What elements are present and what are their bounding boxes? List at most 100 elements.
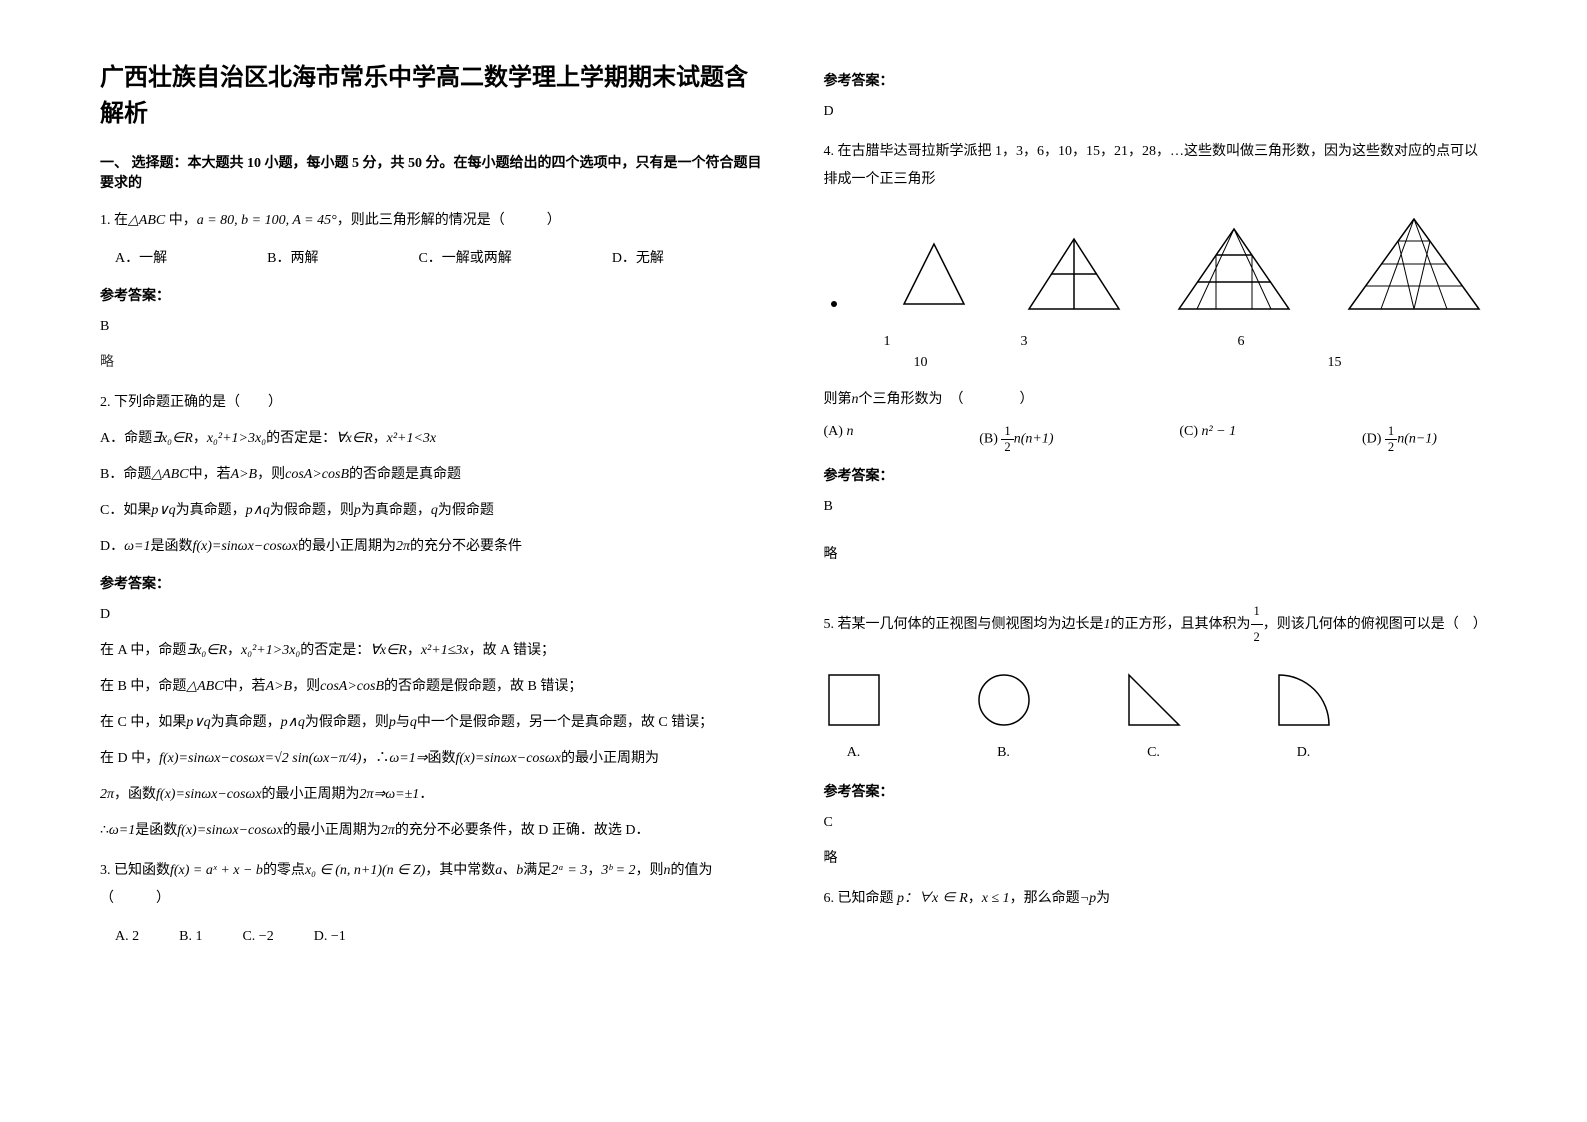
tri-n1: 1 — [884, 334, 891, 350]
q2-optB-pre: B．命题 — [100, 467, 151, 482]
q2-optD-suf: 的充分不必要条件 — [410, 539, 522, 554]
q2-optB-f2: cosA>cosB — [285, 467, 349, 482]
q2-optA-m1: ， — [193, 431, 207, 446]
q2-expD-l3-f2: f(x)=sinωx−cosωx — [177, 823, 283, 838]
q1-answer-label: 参考答案： — [100, 285, 764, 305]
q4-optA-val: n — [846, 424, 853, 439]
q2-optD-f2: f(x)=sinωx−cosωx — [192, 539, 298, 554]
q2-expD-l3-m1: 是函数 — [135, 823, 177, 838]
q2-optD-m1: 是函数 — [150, 539, 192, 554]
q3-n: n — [664, 863, 671, 878]
q4-optB: (B) 12n(n+1) — [979, 424, 1053, 455]
q2-optA-pre: A．命题 — [100, 431, 152, 446]
q4-optB-num: 1 — [1001, 424, 1013, 440]
q2-optC-m3: 为真命题， — [361, 503, 431, 518]
quarter-circle-icon — [1274, 670, 1334, 730]
shape-A: A. — [824, 670, 884, 761]
q2-expD-m1: ，∴ — [361, 751, 389, 766]
triangle-diagrams — [824, 214, 1488, 314]
q4-options: (A) n (B) 12n(n+1) (C) n² − 1 (D) 12n(n−… — [824, 424, 1488, 455]
q2-optB-m2: ，则 — [257, 467, 285, 482]
q2-expA-m3: ， — [407, 643, 421, 658]
q5-pre: 5. 若某一几何体的正视图与侧视图均为边长是 — [824, 617, 1104, 632]
q2-expA-m1: ， — [227, 643, 241, 658]
q2-expC-f3: p — [389, 715, 396, 730]
question-6: 6. 已知命题 p：∀x ∈ R，x ≤ 1，那么命题¬p为 — [824, 885, 1488, 913]
q2-expD-l2: 2π，函数f(x)=sinωx−cosωx的最小正周期为2π⇒ω=±1． — [100, 781, 764, 809]
q2-optB-m1: 中，若 — [189, 467, 231, 482]
q2-expD: 在 D 中，f(x)=sinωx−cosωx=√2 sin(ωx−π/4)，∴ω… — [100, 745, 764, 773]
q2-expD-l3-pre: ∴ — [100, 823, 109, 838]
q2-optC-f2: p∧q — [246, 503, 270, 518]
q2-expA-f1: ∃x₀∈R — [186, 643, 227, 658]
q2-optD-f1: ω=1 — [124, 539, 150, 554]
shape-A-label: A. — [824, 745, 884, 761]
q2-optC-f3: p — [354, 503, 361, 518]
q5-m1: 的正方形，且其体积为 — [1111, 617, 1251, 632]
question-3: 3. 已知函数f(x) = aˣ + x − b的零点x₀ ∈ (n, n+1)… — [100, 857, 764, 951]
q3-f4: 3ᵇ = 2 — [601, 863, 635, 878]
triangle-3-icon — [894, 234, 974, 314]
q2-expC-suf: 中一个是假命题，另一个是真命题，故 C 错误； — [417, 715, 713, 730]
triangle-numbers-row2: 10 15 — [914, 355, 1488, 371]
q5-answer-label: 参考答案： — [824, 781, 1488, 801]
shape-B-label: B. — [974, 745, 1034, 761]
q2-expD-l3-suf: 的充分不必要条件，故 D 正确．故选 D． — [395, 823, 650, 838]
q4-optD: (D) 12n(n−1) — [1362, 424, 1437, 455]
q2-optD-f3: 2π — [396, 539, 410, 554]
q2-expC-m3: 与 — [396, 715, 410, 730]
q2-expB-suf: 的否命题是假命题，故 B 错误； — [384, 679, 582, 694]
q2-expB-tri: △ABC — [186, 679, 223, 694]
q3-f2: x₀ ∈ (n, n+1)(n ∈ Z) — [305, 863, 425, 878]
q2-optC-f1: p∨q — [151, 503, 175, 518]
q2-expC-f2: p∧q — [281, 715, 305, 730]
q3-pre: 3. 已知函数 — [100, 863, 170, 878]
q2-optA-f4: x²+1<3x — [387, 431, 437, 446]
q2-optC-suf: 为假命题 — [438, 503, 494, 518]
q1-answer: B — [100, 313, 764, 341]
q2-expC-m2: 为假命题，则 — [305, 715, 389, 730]
q2-expA: 在 A 中，命题∃x₀∈R，x₀²+1>3x₀的否定是：∀x∈R，x²+1≤3x… — [100, 637, 764, 665]
document-title: 广西壮族自治区北海市常乐中学高二数学理上学期期末试题含解析 — [100, 60, 764, 132]
q3-optC: C. −2 — [242, 923, 273, 951]
q5-num: 1 — [1251, 599, 1263, 625]
q2-optC-pre: C．如果 — [100, 503, 151, 518]
q4-optB-den: 2 — [1001, 440, 1013, 455]
q1-options: A．一解 B．两解 C．一解或两解 D．无解 — [100, 245, 764, 273]
q3-optD: D. −1 — [314, 923, 346, 951]
q6-cond: x ≤ 1 — [982, 891, 1010, 906]
q2-stem: 2. 下列命题正确的是（ ） — [100, 389, 764, 417]
q2-optA-f2: x₀²+1>3x₀ — [207, 431, 266, 446]
q3-ab: a、b — [495, 863, 523, 878]
q2-expD-suf: 的最小正周期为 — [561, 751, 659, 766]
q5-note: 略 — [824, 845, 1488, 873]
q6-pre: 6. 已知命题 — [824, 891, 898, 906]
q2-optA-f1: ∃x₀∈R — [152, 431, 193, 446]
q3-f1: f(x) = aˣ + x − b — [170, 863, 263, 878]
q4-answer-label: 参考答案： — [824, 465, 1488, 485]
right-column: 参考答案： D 4. 在古腊毕达哥拉斯学派把 1，3，6，10，15，21，28… — [824, 60, 1488, 963]
q2-expD-l2-suf: ． — [419, 787, 433, 802]
q6-p: p：∀x ∈ R — [897, 891, 968, 906]
q2-expD-m2: 函数 — [427, 751, 455, 766]
triangle-1-icon — [824, 234, 844, 314]
q2-expC-pre: 在 C 中，如果 — [100, 715, 186, 730]
shape-C-label: C. — [1124, 745, 1184, 761]
q4-optA: (A) n — [824, 424, 854, 455]
q5-den: 2 — [1251, 625, 1263, 650]
q2-expD-l3: ∴ω=1是函数f(x)=sinωx−cosωx的最小正周期为2π的充分不必要条件… — [100, 817, 764, 845]
q2-expB-m1: 中，若 — [224, 679, 266, 694]
question-5: 5. 若某一几何体的正视图与侧视图均为边长是1的正方形，且其体积为12，则该几何… — [824, 599, 1488, 650]
question-1: 1. 在△ABC 中，a = 80, b = 100, A = 45°，则此三角… — [100, 207, 764, 273]
q2-answer-label: 参考答案： — [100, 573, 764, 593]
q4-optD-label: (D) — [1362, 432, 1381, 447]
q3-options: A. 2 B. 1 C. −2 D. −1 — [100, 923, 764, 951]
q1-stem-mid: 中， — [165, 213, 197, 228]
tri-n6: 6 — [1238, 334, 1245, 350]
q4-q-suf: 个三角形数为 （ ） — [859, 392, 1034, 407]
q2-expD-2pi: 2π — [100, 787, 114, 802]
q2-optB-f1: A>B — [231, 467, 258, 482]
q2-optA-m2: 的否定是： — [266, 431, 336, 446]
q2-optA-m3: ， — [373, 431, 387, 446]
q2-expD-l2-pre: ，函数 — [114, 787, 156, 802]
